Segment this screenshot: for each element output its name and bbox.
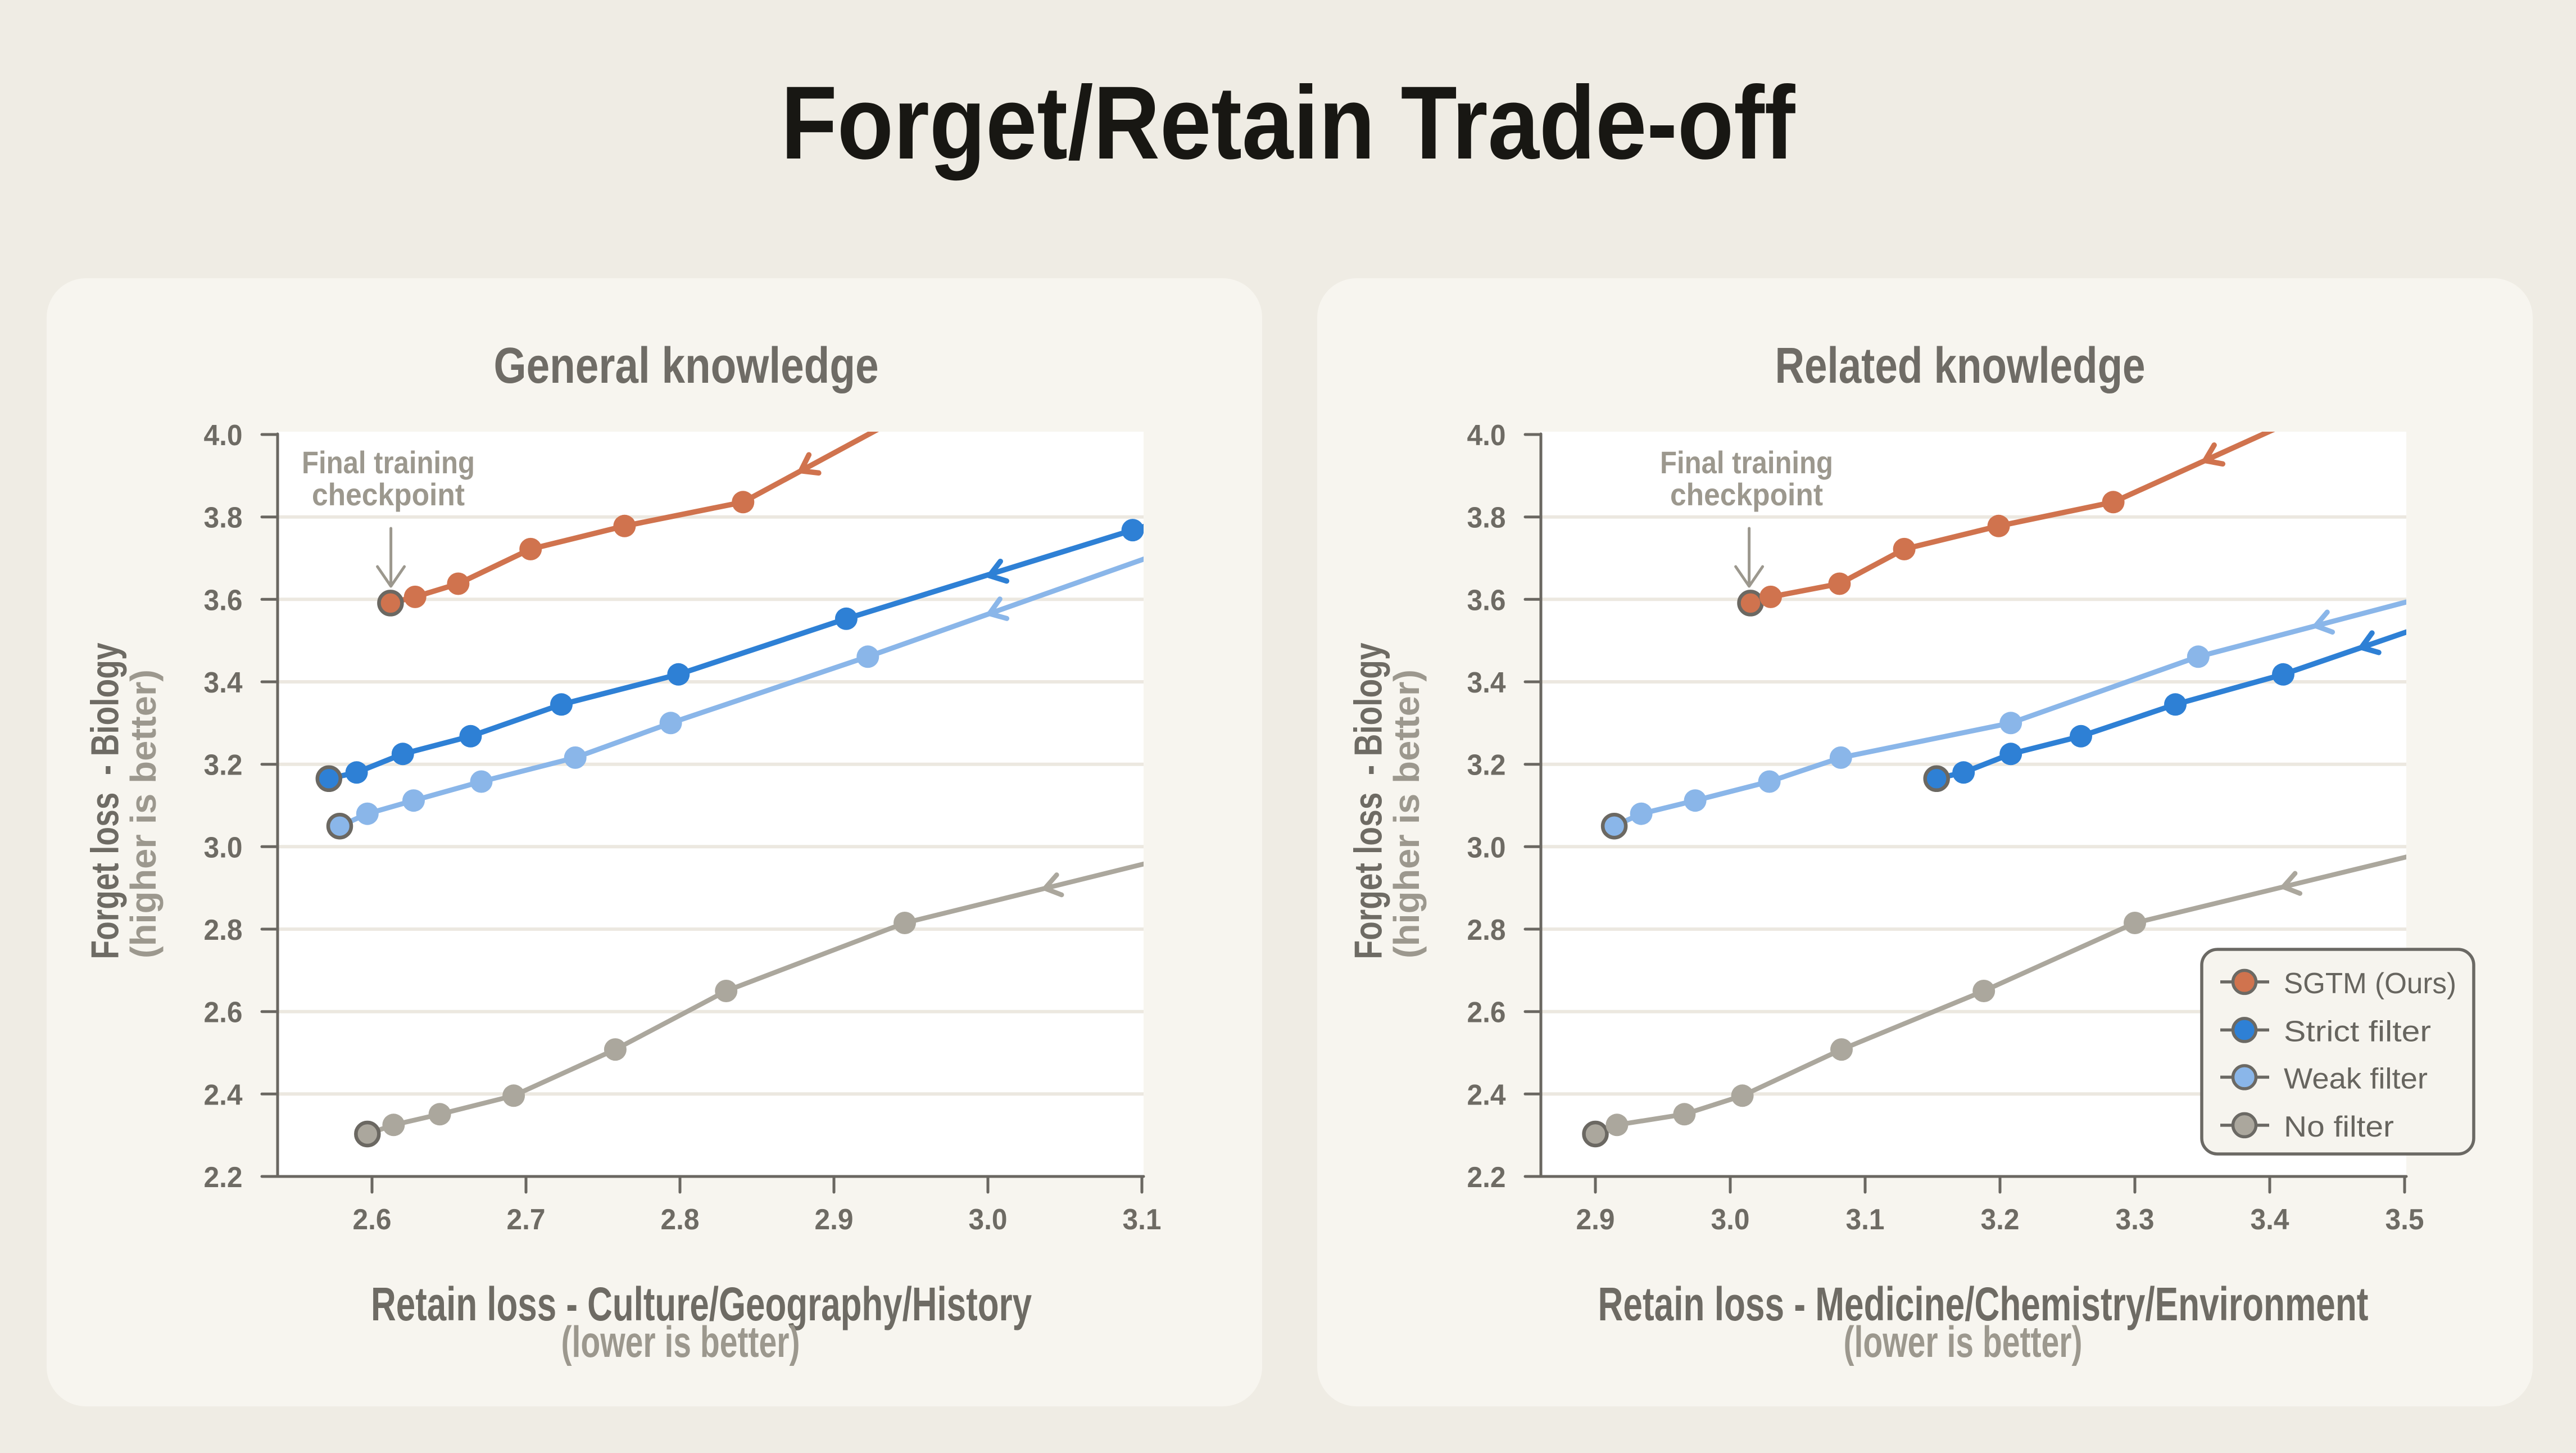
svg-text:3.6: 3.6 <box>204 584 243 617</box>
svg-text:2.4: 2.4 <box>1467 1079 1506 1111</box>
svg-text:3.6: 3.6 <box>1467 584 1506 617</box>
svg-text:Final training: Final training <box>1660 445 1833 480</box>
svg-text:Final training: Final training <box>302 445 475 480</box>
svg-text:3.4: 3.4 <box>1467 667 1506 699</box>
svg-text:3.2: 3.2 <box>1981 1203 2020 1236</box>
svg-text:Strict filter: Strict filter <box>2284 1016 2431 1048</box>
svg-text:2.6: 2.6 <box>353 1203 392 1236</box>
svg-text:Retain loss - Culture/Geograph: Retain loss - Culture/Geography/History <box>371 1278 1032 1330</box>
svg-text:3.4: 3.4 <box>2251 1203 2289 1236</box>
svg-text:checkpoint: checkpoint <box>1670 477 1823 512</box>
svg-text:2.9: 2.9 <box>815 1203 854 1236</box>
svg-text:No filter: No filter <box>2284 1111 2394 1143</box>
svg-text:(lower is better): (lower is better) <box>561 1317 800 1366</box>
svg-text:3.0: 3.0 <box>969 1203 1008 1236</box>
svg-text:Related knowledge: Related knowledge <box>1775 338 2146 394</box>
svg-text:2.6: 2.6 <box>204 997 243 1029</box>
svg-text:3.0: 3.0 <box>1711 1203 1750 1236</box>
svg-text:(higher is better): (higher is better) <box>123 669 164 958</box>
svg-text:2.9: 2.9 <box>1576 1203 1615 1236</box>
svg-text:SGTM (Ours): SGTM (Ours) <box>2284 967 2456 1000</box>
svg-text:(lower is better): (lower is better) <box>1844 1317 2083 1366</box>
svg-text:2.7: 2.7 <box>507 1203 546 1236</box>
svg-text:Forget/Retain Trade-off: Forget/Retain Trade-off <box>781 65 1795 181</box>
svg-text:2.8: 2.8 <box>661 1203 700 1236</box>
svg-text:3.1: 3.1 <box>1123 1203 1162 1236</box>
svg-text:4.0: 4.0 <box>204 419 243 452</box>
svg-text:3.0: 3.0 <box>204 831 243 864</box>
svg-text:3.1: 3.1 <box>1846 1203 1885 1236</box>
svg-text:2.8: 2.8 <box>204 914 243 947</box>
svg-text:3.0: 3.0 <box>1467 831 1506 864</box>
svg-text:3.3: 3.3 <box>2116 1203 2155 1236</box>
svg-text:3.5: 3.5 <box>2385 1203 2424 1236</box>
svg-text:Weak filter: Weak filter <box>2284 1063 2428 1096</box>
svg-text:2.6: 2.6 <box>1467 997 1506 1029</box>
svg-text:4.0: 4.0 <box>1467 419 1506 452</box>
svg-text:General knowledge: General knowledge <box>494 338 879 394</box>
svg-text:2.4: 2.4 <box>204 1079 243 1111</box>
svg-text:Forget loss - Biology: Forget loss - Biology <box>1346 642 1390 959</box>
svg-text:2.2: 2.2 <box>1467 1161 1506 1194</box>
svg-text:Retain loss - Medicine/Chemist: Retain loss - Medicine/Chemistry/Environ… <box>1598 1278 2369 1330</box>
svg-text:checkpoint: checkpoint <box>312 477 465 512</box>
svg-text:(higher is better): (higher is better) <box>1386 669 1427 958</box>
svg-text:2.2: 2.2 <box>204 1161 243 1194</box>
svg-text:3.8: 3.8 <box>1467 502 1506 535</box>
svg-text:3.8: 3.8 <box>204 502 243 535</box>
svg-text:2.8: 2.8 <box>1467 914 1506 947</box>
svg-text:3.2: 3.2 <box>1467 749 1506 782</box>
svg-text:3.2: 3.2 <box>204 749 243 782</box>
svg-text:Forget loss - Biology: Forget loss - Biology <box>83 642 126 959</box>
svg-text:3.4: 3.4 <box>204 667 243 699</box>
